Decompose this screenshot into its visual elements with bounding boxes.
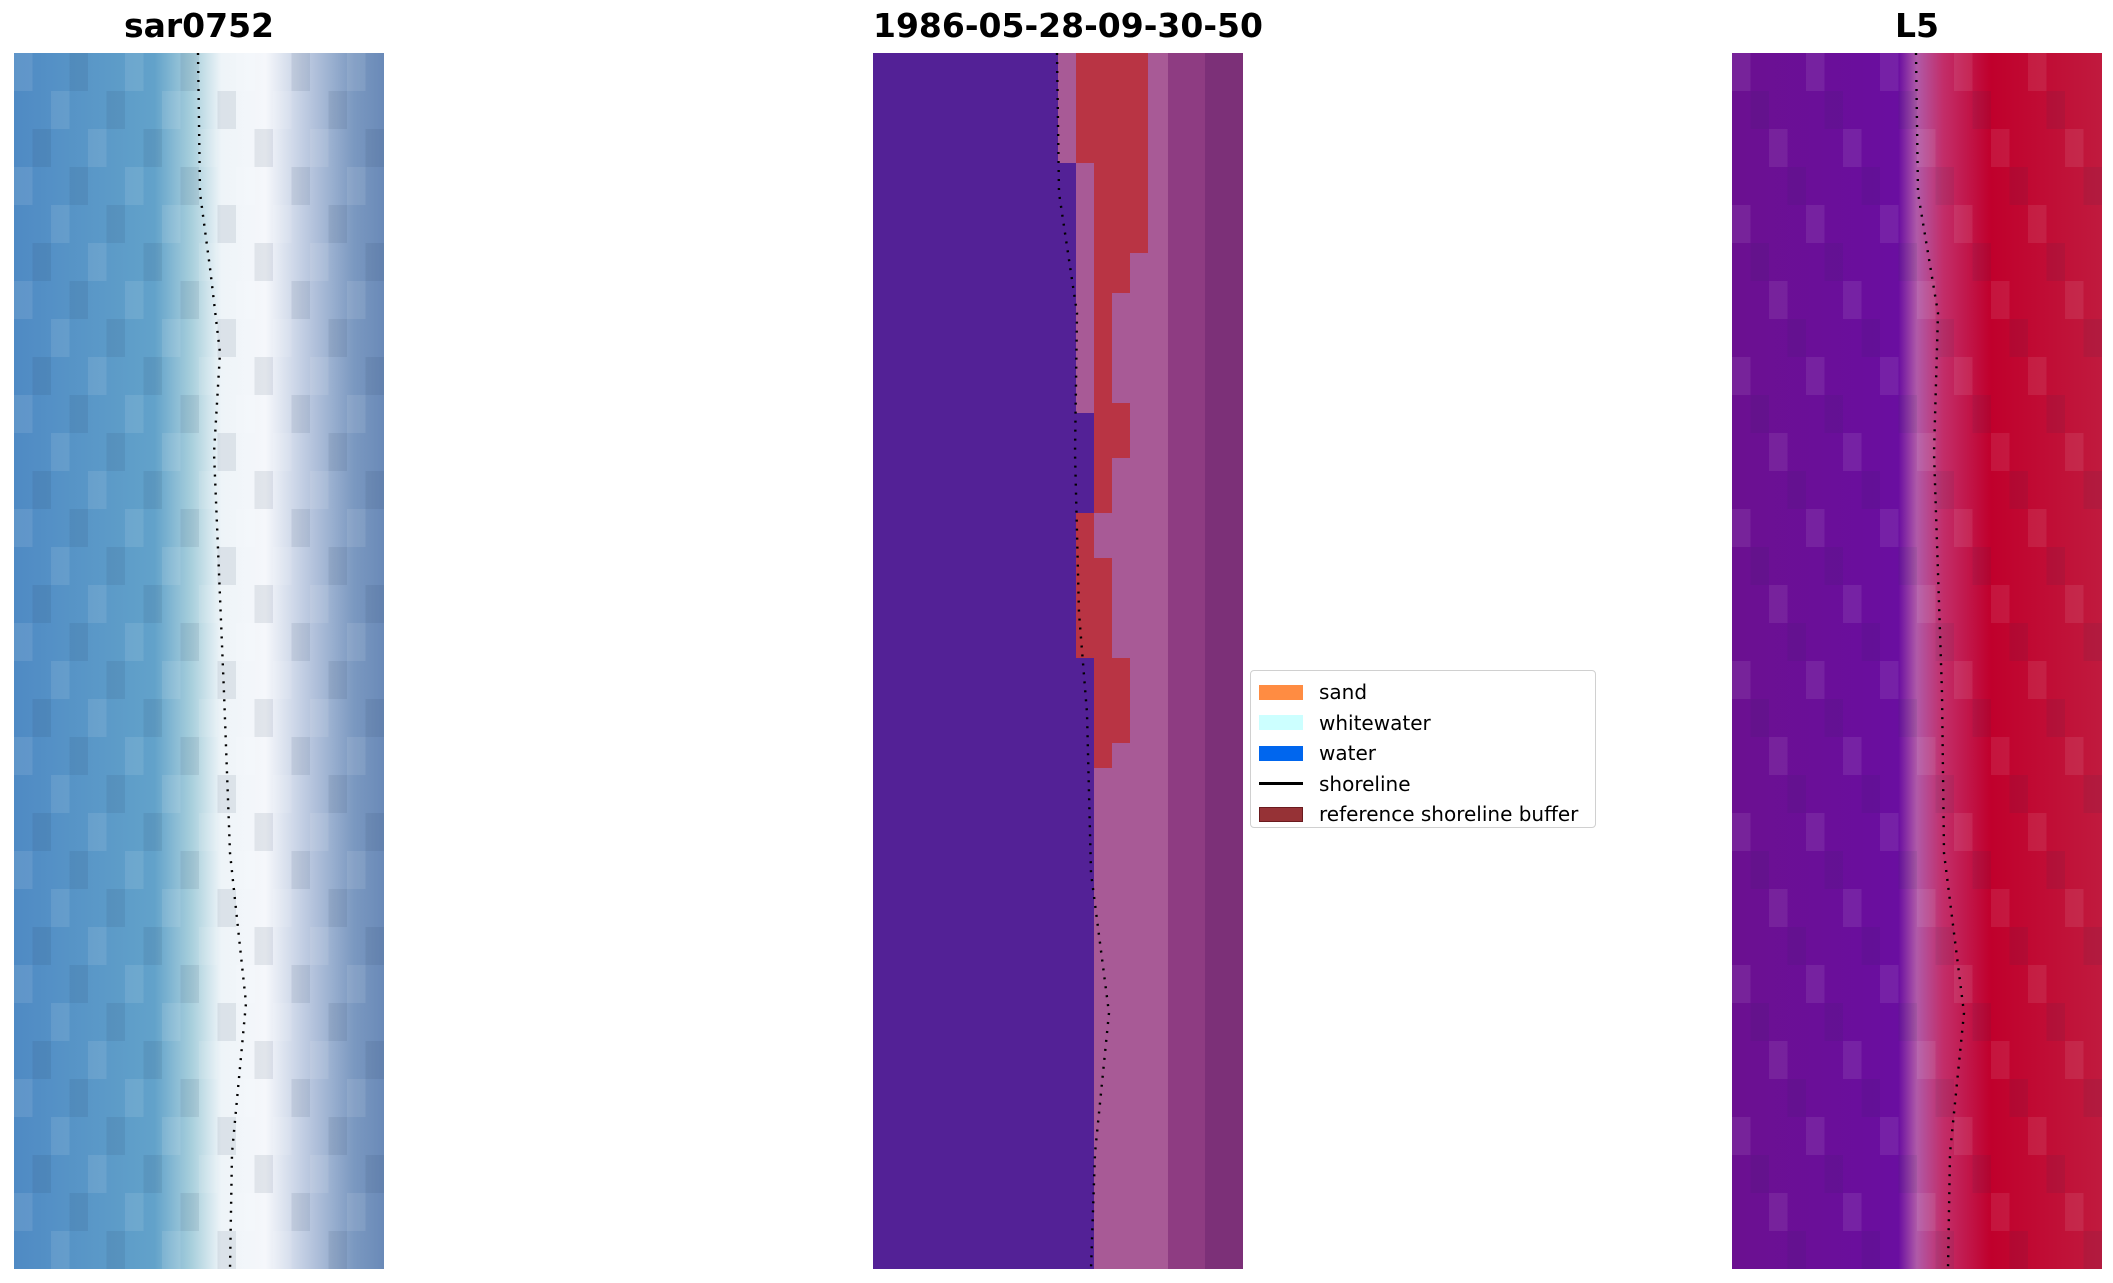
swir-image-panel: [1732, 53, 2102, 1269]
legend-item-water: water: [1259, 738, 1595, 769]
whitewater-swatch: [1259, 715, 1303, 731]
legend-item-whitewater: whitewater: [1259, 708, 1595, 739]
shoreline-dots: [196, 53, 248, 1269]
classified-image-panel: [873, 53, 1243, 1269]
classified-image: [873, 53, 1243, 1269]
legend-item-shoreline: shoreline: [1259, 769, 1595, 800]
shoreline-line-swatch: [1259, 782, 1303, 786]
panel-title-classified: 1986-05-28-09-30-50: [873, 6, 1263, 45]
water-swatch: [1259, 745, 1303, 761]
panel-title-swir: L5: [1895, 6, 1939, 45]
legend-label: reference shoreline buffer: [1319, 802, 1579, 827]
legend-label: whitewater: [1319, 710, 1431, 735]
rgb-image: [14, 53, 384, 1269]
legend-item-sand: sand: [1259, 677, 1595, 708]
legend-label: shoreline: [1319, 771, 1411, 796]
rgb-image-panel: [14, 53, 384, 1269]
sand-swatch: [1259, 684, 1303, 700]
legend: sand whitewater water shoreline referenc…: [1250, 670, 1596, 828]
reference-buffer-swatch: [1259, 806, 1303, 822]
swir-image: [1732, 53, 2102, 1269]
legend-label: water: [1319, 741, 1376, 766]
panel-title-rgb: sar0752: [123, 6, 275, 45]
legend-item-reference-buffer: reference shoreline buffer: [1259, 799, 1595, 830]
shoreline-dots: [1914, 53, 1966, 1269]
legend-label: sand: [1319, 680, 1368, 705]
